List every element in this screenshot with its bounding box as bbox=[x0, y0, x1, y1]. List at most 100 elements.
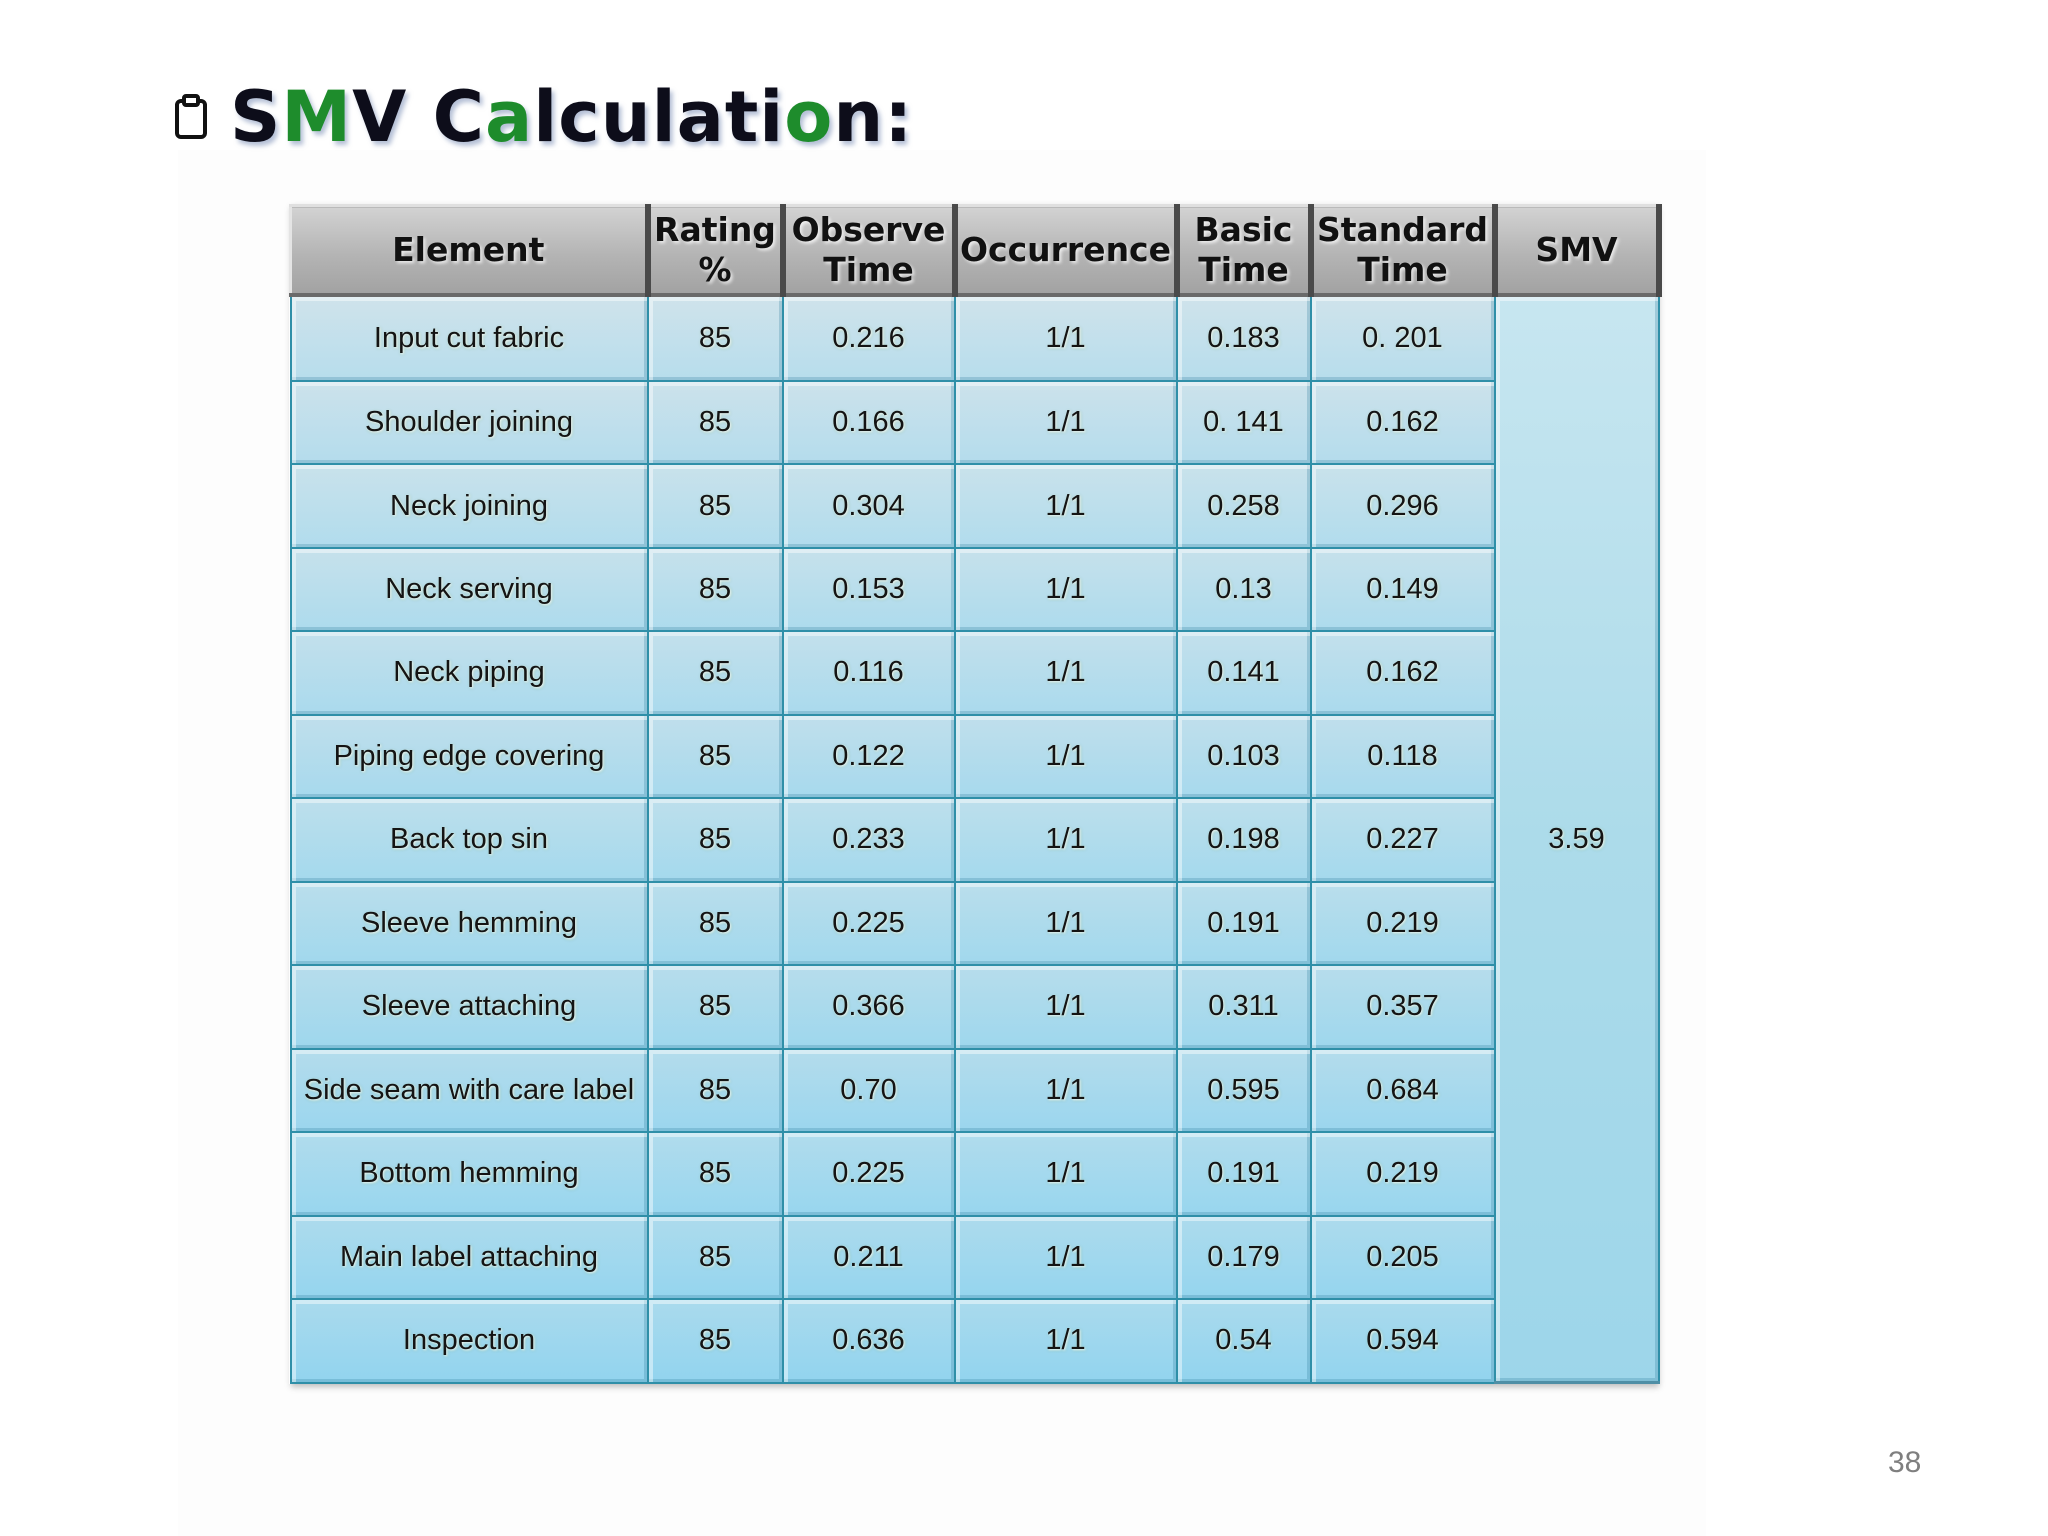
cell-standard-time: 0.684 bbox=[1309, 1047, 1496, 1134]
smv-table: Element Rating% Observe Time Occurrence B… bbox=[289, 204, 1662, 1384]
cell-occurrence: 1/1 bbox=[953, 964, 1178, 1050]
table-row: Input cut fabric 85 0.216 1/1 0.183 0. 201 3.5… bbox=[289, 294, 1660, 1384]
cell-standard-time: 0.118 bbox=[1309, 713, 1496, 800]
table-row: Neck serving 85 0.153 1/1 0.13 0.149 bbox=[289, 546, 1659, 633]
cell-element: Sleeve attaching bbox=[289, 964, 649, 1050]
cell-basic-time: 0.258 bbox=[1175, 463, 1312, 549]
cell-basic-time: 0.183 bbox=[1175, 294, 1312, 382]
cell-element: Back top sin bbox=[289, 797, 649, 883]
table-row: Inspection 85 0.636 1/1 0.54 0.594 bbox=[289, 1298, 1659, 1384]
cell-observe-time: 0.70 bbox=[781, 1047, 956, 1134]
header-observe-time: Observe Time bbox=[781, 204, 958, 297]
cell-standard-time: 0.162 bbox=[1309, 630, 1496, 716]
table-header-row: Element Rating% Observe Time Occurrence B… bbox=[289, 204, 1662, 297]
cell-occurrence: 1/1 bbox=[953, 630, 1178, 716]
cell-rating: 85 bbox=[646, 294, 784, 382]
table-row: Main label attaching 85 0.211 1/1 0.179 0.205 bbox=[289, 1214, 1659, 1301]
header-occurrence: Occurrence bbox=[953, 204, 1180, 297]
cell-rating: 85 bbox=[646, 1131, 784, 1217]
cell-observe-time: 0.216 bbox=[781, 294, 956, 382]
cell-element: Shoulder joining bbox=[289, 379, 649, 466]
cell-rating: 85 bbox=[646, 379, 784, 466]
header-standard-time: Standard Time bbox=[1309, 204, 1498, 297]
cell-rating: 85 bbox=[646, 463, 784, 549]
slide-title: SMV Calculation: bbox=[174, 72, 913, 162]
cell-standard-time: 0.594 bbox=[1309, 1298, 1496, 1384]
cell-basic-time: 0.54 bbox=[1175, 1298, 1312, 1384]
cell-standard-time: 0.357 bbox=[1309, 964, 1496, 1050]
cell-rating: 85 bbox=[646, 964, 784, 1050]
cell-occurrence: 1/1 bbox=[953, 1214, 1178, 1301]
cell-element: Neck serving bbox=[289, 546, 649, 633]
cell-rating: 85 bbox=[646, 797, 784, 883]
cell-occurrence: 1/1 bbox=[953, 463, 1178, 549]
cell-element: Sleeve hemming bbox=[289, 880, 649, 967]
cell-observe-time: 0.153 bbox=[781, 546, 956, 633]
page-number: 38 bbox=[1888, 1446, 1922, 1479]
cell-standard-time: 0. 201 bbox=[1309, 294, 1496, 382]
cell-occurrence: 1/1 bbox=[953, 1131, 1178, 1217]
cell-observe-time: 0.233 bbox=[781, 797, 956, 883]
cell-rating: 85 bbox=[646, 1047, 784, 1134]
cell-occurrence: 1/1 bbox=[953, 1298, 1178, 1384]
cell-observe-time: 0.166 bbox=[781, 379, 956, 466]
cell-occurrence: 1/1 bbox=[953, 1047, 1178, 1134]
header-rating: Rating% bbox=[646, 204, 786, 297]
table-row: Bottom hemming 85 0.225 1/1 0.191 0.219 bbox=[289, 1131, 1659, 1217]
cell-element: Neck piping bbox=[289, 630, 649, 716]
cell-smv-total: 3.59 bbox=[1493, 294, 1660, 1384]
cell-rating: 85 bbox=[646, 546, 784, 633]
table-row: Shoulder joining 85 0.166 1/1 0. 141 0.162 bbox=[289, 379, 1659, 466]
cell-observe-time: 0.366 bbox=[781, 964, 956, 1050]
cell-standard-time: 0.219 bbox=[1309, 1131, 1496, 1217]
table-row: Sleeve hemming 85 0.225 1/1 0.191 0.219 bbox=[289, 880, 1659, 967]
cell-basic-time: 0.103 bbox=[1175, 713, 1312, 800]
table-row: Neck piping 85 0.116 1/1 0.141 0.162 bbox=[289, 630, 1659, 716]
cell-standard-time: 0.149 bbox=[1309, 546, 1496, 633]
cell-observe-time: 0.225 bbox=[781, 880, 956, 967]
cell-element: Main label attaching bbox=[289, 1214, 649, 1301]
cell-standard-time: 0.227 bbox=[1309, 797, 1496, 883]
table-row: Side seam with care label 85 0.70 1/1 0.595 0… bbox=[289, 1047, 1659, 1134]
clipboard-icon bbox=[175, 94, 207, 139]
cell-basic-time: 0.191 bbox=[1175, 1131, 1312, 1217]
title-text: SMV Calculation: bbox=[230, 76, 914, 158]
cell-standard-time: 0.162 bbox=[1309, 379, 1496, 466]
cell-occurrence: 1/1 bbox=[953, 880, 1178, 967]
cell-rating: 85 bbox=[646, 1214, 784, 1301]
cell-occurrence: 1/1 bbox=[953, 797, 1178, 883]
cell-observe-time: 0.116 bbox=[781, 630, 956, 716]
smv-table-container: Element Rating% Observe Time Occurrence B… bbox=[289, 204, 1662, 1384]
cell-standard-time: 0.205 bbox=[1309, 1214, 1496, 1301]
cell-basic-time: 0.595 bbox=[1175, 1047, 1312, 1134]
cell-basic-time: 0.191 bbox=[1175, 880, 1312, 967]
cell-standard-time: 0.219 bbox=[1309, 880, 1496, 967]
cell-element: Piping edge covering bbox=[289, 713, 649, 800]
cell-occurrence: 1/1 bbox=[953, 379, 1178, 466]
table-row: Piping edge covering 85 0.122 1/1 0.103 0.118 bbox=[289, 713, 1659, 800]
cell-element: Input cut fabric bbox=[289, 294, 649, 382]
header-element: Element bbox=[289, 204, 651, 297]
cell-rating: 85 bbox=[646, 1298, 784, 1384]
cell-observe-time: 0.304 bbox=[781, 463, 956, 549]
header-smv: SMV bbox=[1493, 204, 1662, 297]
cell-observe-time: 0.225 bbox=[781, 1131, 956, 1217]
cell-occurrence: 1/1 bbox=[953, 713, 1178, 800]
table-row: Sleeve attaching 85 0.366 1/1 0.311 0.357 bbox=[289, 964, 1659, 1050]
cell-element: Inspection bbox=[289, 1298, 649, 1384]
cell-rating: 85 bbox=[646, 713, 784, 800]
cell-element: Side seam with care label bbox=[289, 1047, 649, 1134]
cell-basic-time: 0.141 bbox=[1175, 630, 1312, 716]
cell-occurrence: 1/1 bbox=[953, 294, 1178, 382]
header-basic-time: Basic Time bbox=[1175, 204, 1314, 297]
cell-basic-time: 0.198 bbox=[1175, 797, 1312, 883]
cell-basic-time: 0. 141 bbox=[1175, 379, 1312, 466]
table-row: Back top sin 85 0.233 1/1 0.198 0.227 bbox=[289, 797, 1659, 883]
cell-observe-time: 0.122 bbox=[781, 713, 956, 800]
cell-rating: 85 bbox=[646, 880, 784, 967]
cell-observe-time: 0.636 bbox=[781, 1298, 956, 1384]
cell-element: Neck joining bbox=[289, 463, 649, 549]
table-row: Neck joining 85 0.304 1/1 0.258 0.296 bbox=[289, 463, 1659, 549]
cell-standard-time: 0.296 bbox=[1309, 463, 1496, 549]
cell-basic-time: 0.13 bbox=[1175, 546, 1312, 633]
